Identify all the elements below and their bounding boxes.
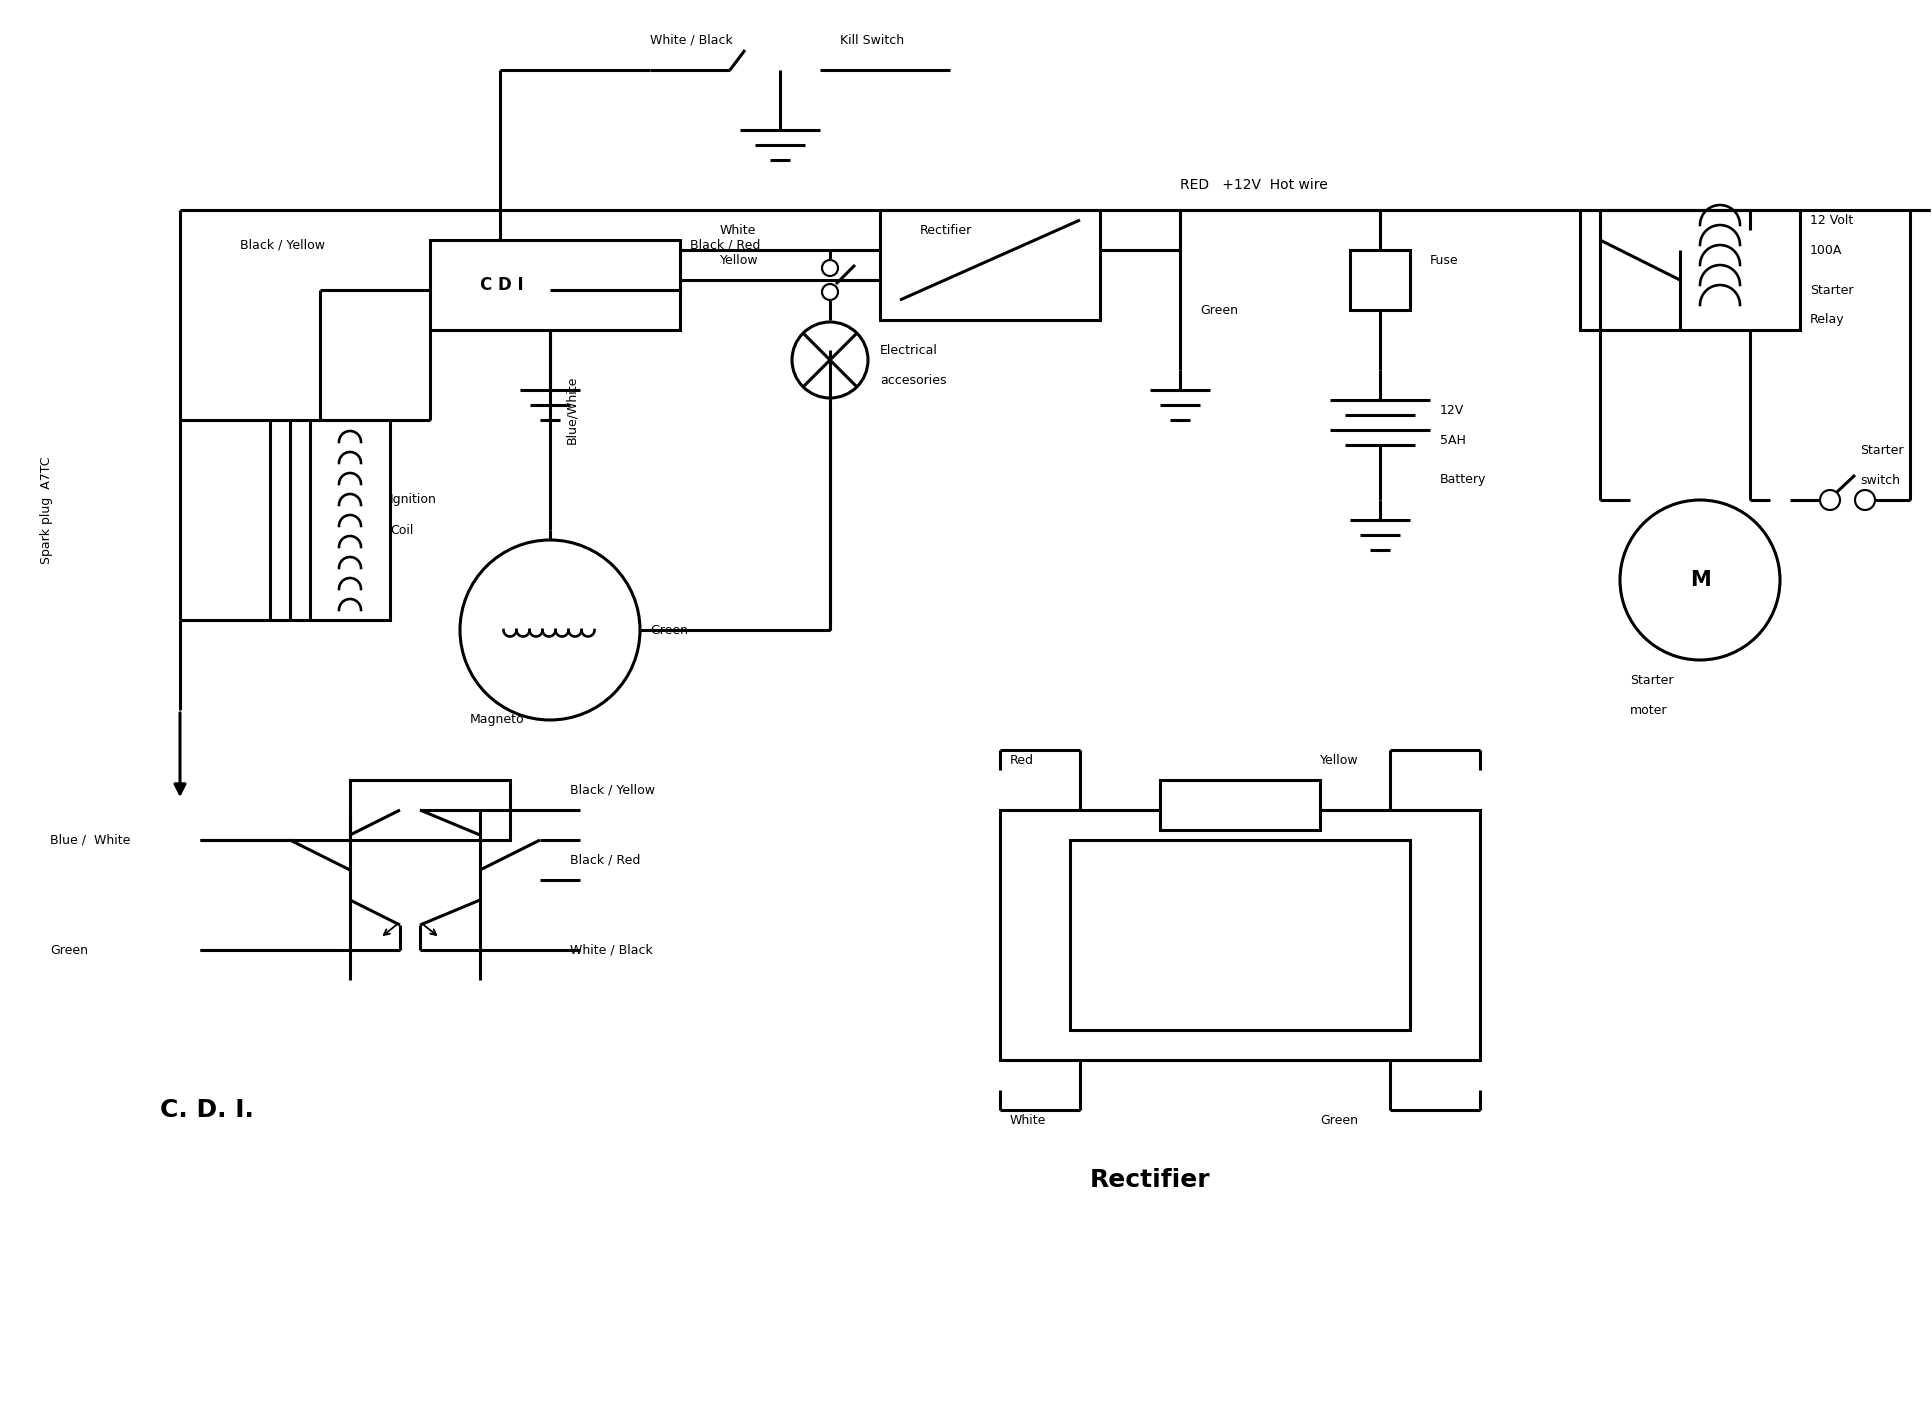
Text: Magneto: Magneto [469, 713, 526, 726]
Text: accesories: accesories [879, 374, 947, 386]
Text: Rectifier: Rectifier [1090, 1167, 1211, 1191]
Text: Yellow: Yellow [721, 254, 759, 266]
Text: Rectifier: Rectifier [920, 224, 972, 237]
Bar [1580, 210, 1801, 330]
Text: Relay: Relay [1810, 313, 1845, 327]
Text: M: M [1690, 570, 1710, 589]
Text: White / Black: White / Black [649, 34, 732, 47]
Text: Yellow: Yellow [1320, 753, 1358, 767]
Text: Black / Red: Black / Red [690, 238, 761, 251]
Text: Kill Switch: Kill Switch [840, 34, 904, 47]
Text: 12 Volt: 12 Volt [1810, 213, 1853, 227]
Text: Black / Yellow: Black / Yellow [570, 784, 655, 797]
Text: Black / Yellow: Black / Yellow [240, 238, 325, 251]
Text: Electrical: Electrical [879, 344, 937, 357]
Text: White: White [721, 224, 755, 237]
Text: Ignition: Ignition [390, 493, 437, 506]
Text: C. D. I.: C. D. I. [160, 1098, 253, 1122]
Bar [1070, 840, 1410, 1029]
Text: Green: Green [649, 623, 688, 636]
Bar [270, 420, 390, 620]
Text: White / Black: White / Black [570, 943, 653, 956]
Bar [1159, 780, 1320, 830]
Bar [350, 780, 510, 840]
Text: Battery: Battery [1439, 474, 1486, 486]
Text: Starter: Starter [1631, 674, 1673, 687]
Text: 5AH: 5AH [1439, 433, 1466, 447]
Text: switch: switch [1861, 474, 1899, 486]
Bar [1350, 250, 1410, 310]
Text: Fuse: Fuse [1430, 254, 1459, 266]
Text: Spark plug  A7TC: Spark plug A7TC [41, 457, 52, 564]
Text: moter: moter [1631, 704, 1667, 716]
Text: White: White [1010, 1114, 1047, 1127]
Text: Red: Red [1010, 753, 1034, 767]
Text: Coil: Coil [390, 523, 413, 536]
Text: Black / Red: Black / Red [570, 853, 639, 867]
Text: Starter: Starter [1810, 283, 1853, 296]
Text: 12V: 12V [1439, 403, 1464, 416]
Text: Green: Green [1200, 303, 1238, 316]
Text: C D I: C D I [479, 276, 524, 295]
Text: Green: Green [1320, 1114, 1358, 1127]
Bar [431, 240, 680, 330]
Bar [1001, 809, 1480, 1060]
Text: Blue/White: Blue/White [564, 376, 578, 444]
Bar [879, 210, 1099, 320]
Text: RED   +12V  Hot wire: RED +12V Hot wire [1180, 178, 1327, 192]
Text: Blue /  White: Blue / White [50, 833, 129, 846]
Text: Starter: Starter [1861, 444, 1903, 457]
Text: Green: Green [50, 943, 89, 956]
Text: 100A: 100A [1810, 244, 1843, 257]
